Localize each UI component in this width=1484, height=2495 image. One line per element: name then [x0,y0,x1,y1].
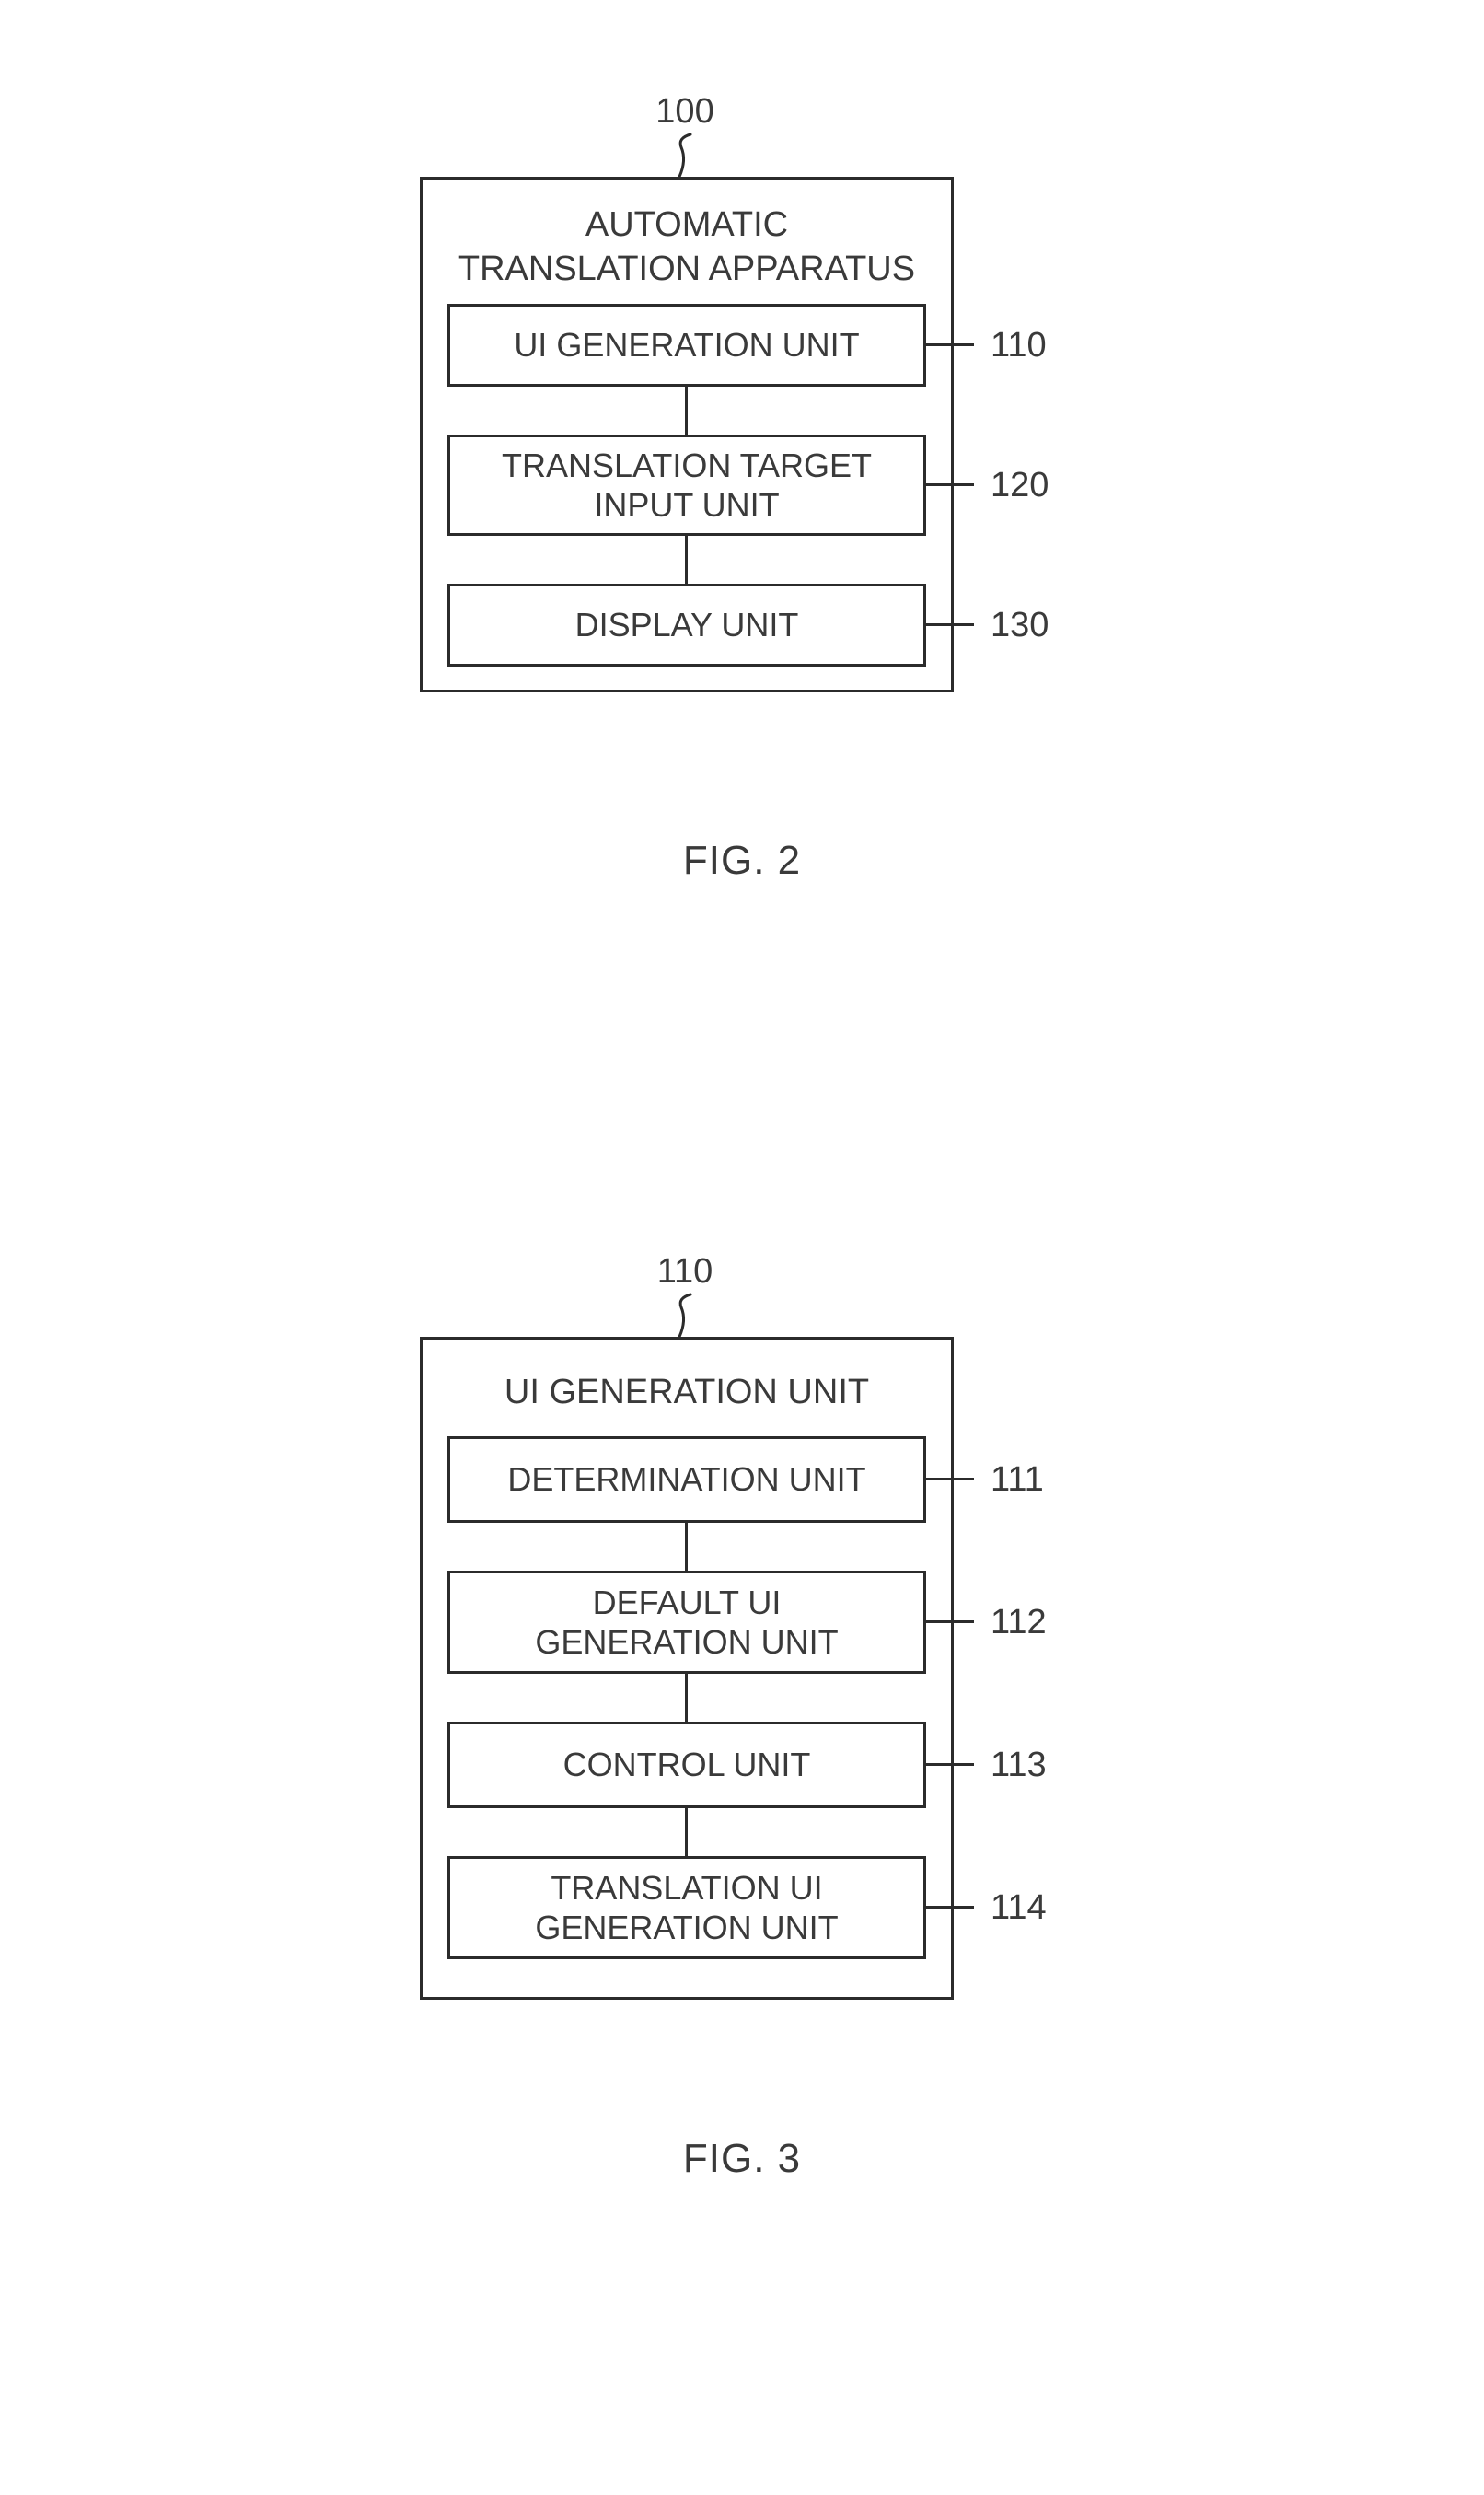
fig2-ref-tick [676,133,701,179]
fig3-ref-3: 114 [991,1888,1047,1928]
fig3-box-1: DEFAULT UI GENERATION UNIT [447,1571,926,1674]
figure-2: 100 AUTOMATIC TRANSLATION APPARATUS UI G… [0,92,1484,884]
fig3-ref-0: 111 [991,1460,1044,1500]
fig2-connector-0-1 [685,387,688,435]
fig3-ref-2: 113 [991,1746,1047,1785]
fig3-lead-3 [926,1906,974,1909]
fig2-ref-1: 120 [991,466,1049,505]
fig3-connector-2-3 [685,1808,688,1856]
fig2-caption: FIG. 2 [0,838,1484,884]
fig3-outer-title: UI GENERATION UNIT [423,1340,951,1415]
fig2-lead-2 [926,623,974,626]
fig3-ref-top: 110 [648,1252,722,1292]
fig2-outer-title-line1: AUTOMATIC TRANSLATION APPARATUS [458,205,915,288]
fig2-box-2-label: DISPLAY UNIT [575,605,799,644]
fig2-ref-top: 100 [648,92,722,132]
fig2-box-0: UI GENERATION UNIT [447,304,926,387]
fig3-box-3: TRANSLATION UI GENERATION UNIT [447,1856,926,1959]
fig3-connector-0-1 [685,1523,688,1571]
fig2-box-0-label: UI GENERATION UNIT [514,325,859,365]
fig2-ref-2: 130 [991,606,1049,645]
figure-3: 110 UI GENERATION UNIT DETERMINATION UNI… [0,1252,1484,2182]
fig3-ref-1: 112 [991,1603,1047,1642]
fig3-box-0-label: DETERMINATION UNIT [507,1459,865,1499]
fig3-lead-2 [926,1763,974,1766]
page: 100 AUTOMATIC TRANSLATION APPARATUS UI G… [0,0,1484,2495]
fig3-box-3-label: TRANSLATION UI GENERATION UNIT [535,1868,838,1947]
fig2-connector-1-2 [685,536,688,584]
fig3-connector-1-2 [685,1674,688,1722]
fig3-box-2-label: CONTROL UNIT [563,1745,811,1784]
fig2-box-1: TRANSLATION TARGET INPUT UNIT [447,435,926,536]
fig3-lead-1 [926,1620,974,1623]
fig2-lead-0 [926,343,974,346]
fig3-lead-0 [926,1478,974,1480]
fig3-diagram: 110 UI GENERATION UNIT DETERMINATION UNI… [328,1252,1156,2053]
fig3-ref-tick [676,1293,701,1339]
fig3-box-1-label: DEFAULT UI GENERATION UNIT [535,1583,838,1662]
fig3-box-2: CONTROL UNIT [447,1722,926,1808]
fig3-box-0: DETERMINATION UNIT [447,1436,926,1523]
fig3-outer-title-text: UI GENERATION UNIT [504,1373,869,1411]
fig2-diagram: 100 AUTOMATIC TRANSLATION APPARATUS UI G… [328,92,1156,755]
fig2-outer-title: AUTOMATIC TRANSLATION APPARATUS [423,180,951,291]
fig2-box-1-label: TRANSLATION TARGET INPUT UNIT [502,446,872,525]
fig3-caption: FIG. 3 [0,2136,1484,2182]
fig2-ref-0: 110 [991,326,1047,366]
fig2-lead-1 [926,483,974,486]
fig2-box-2: DISPLAY UNIT [447,584,926,667]
